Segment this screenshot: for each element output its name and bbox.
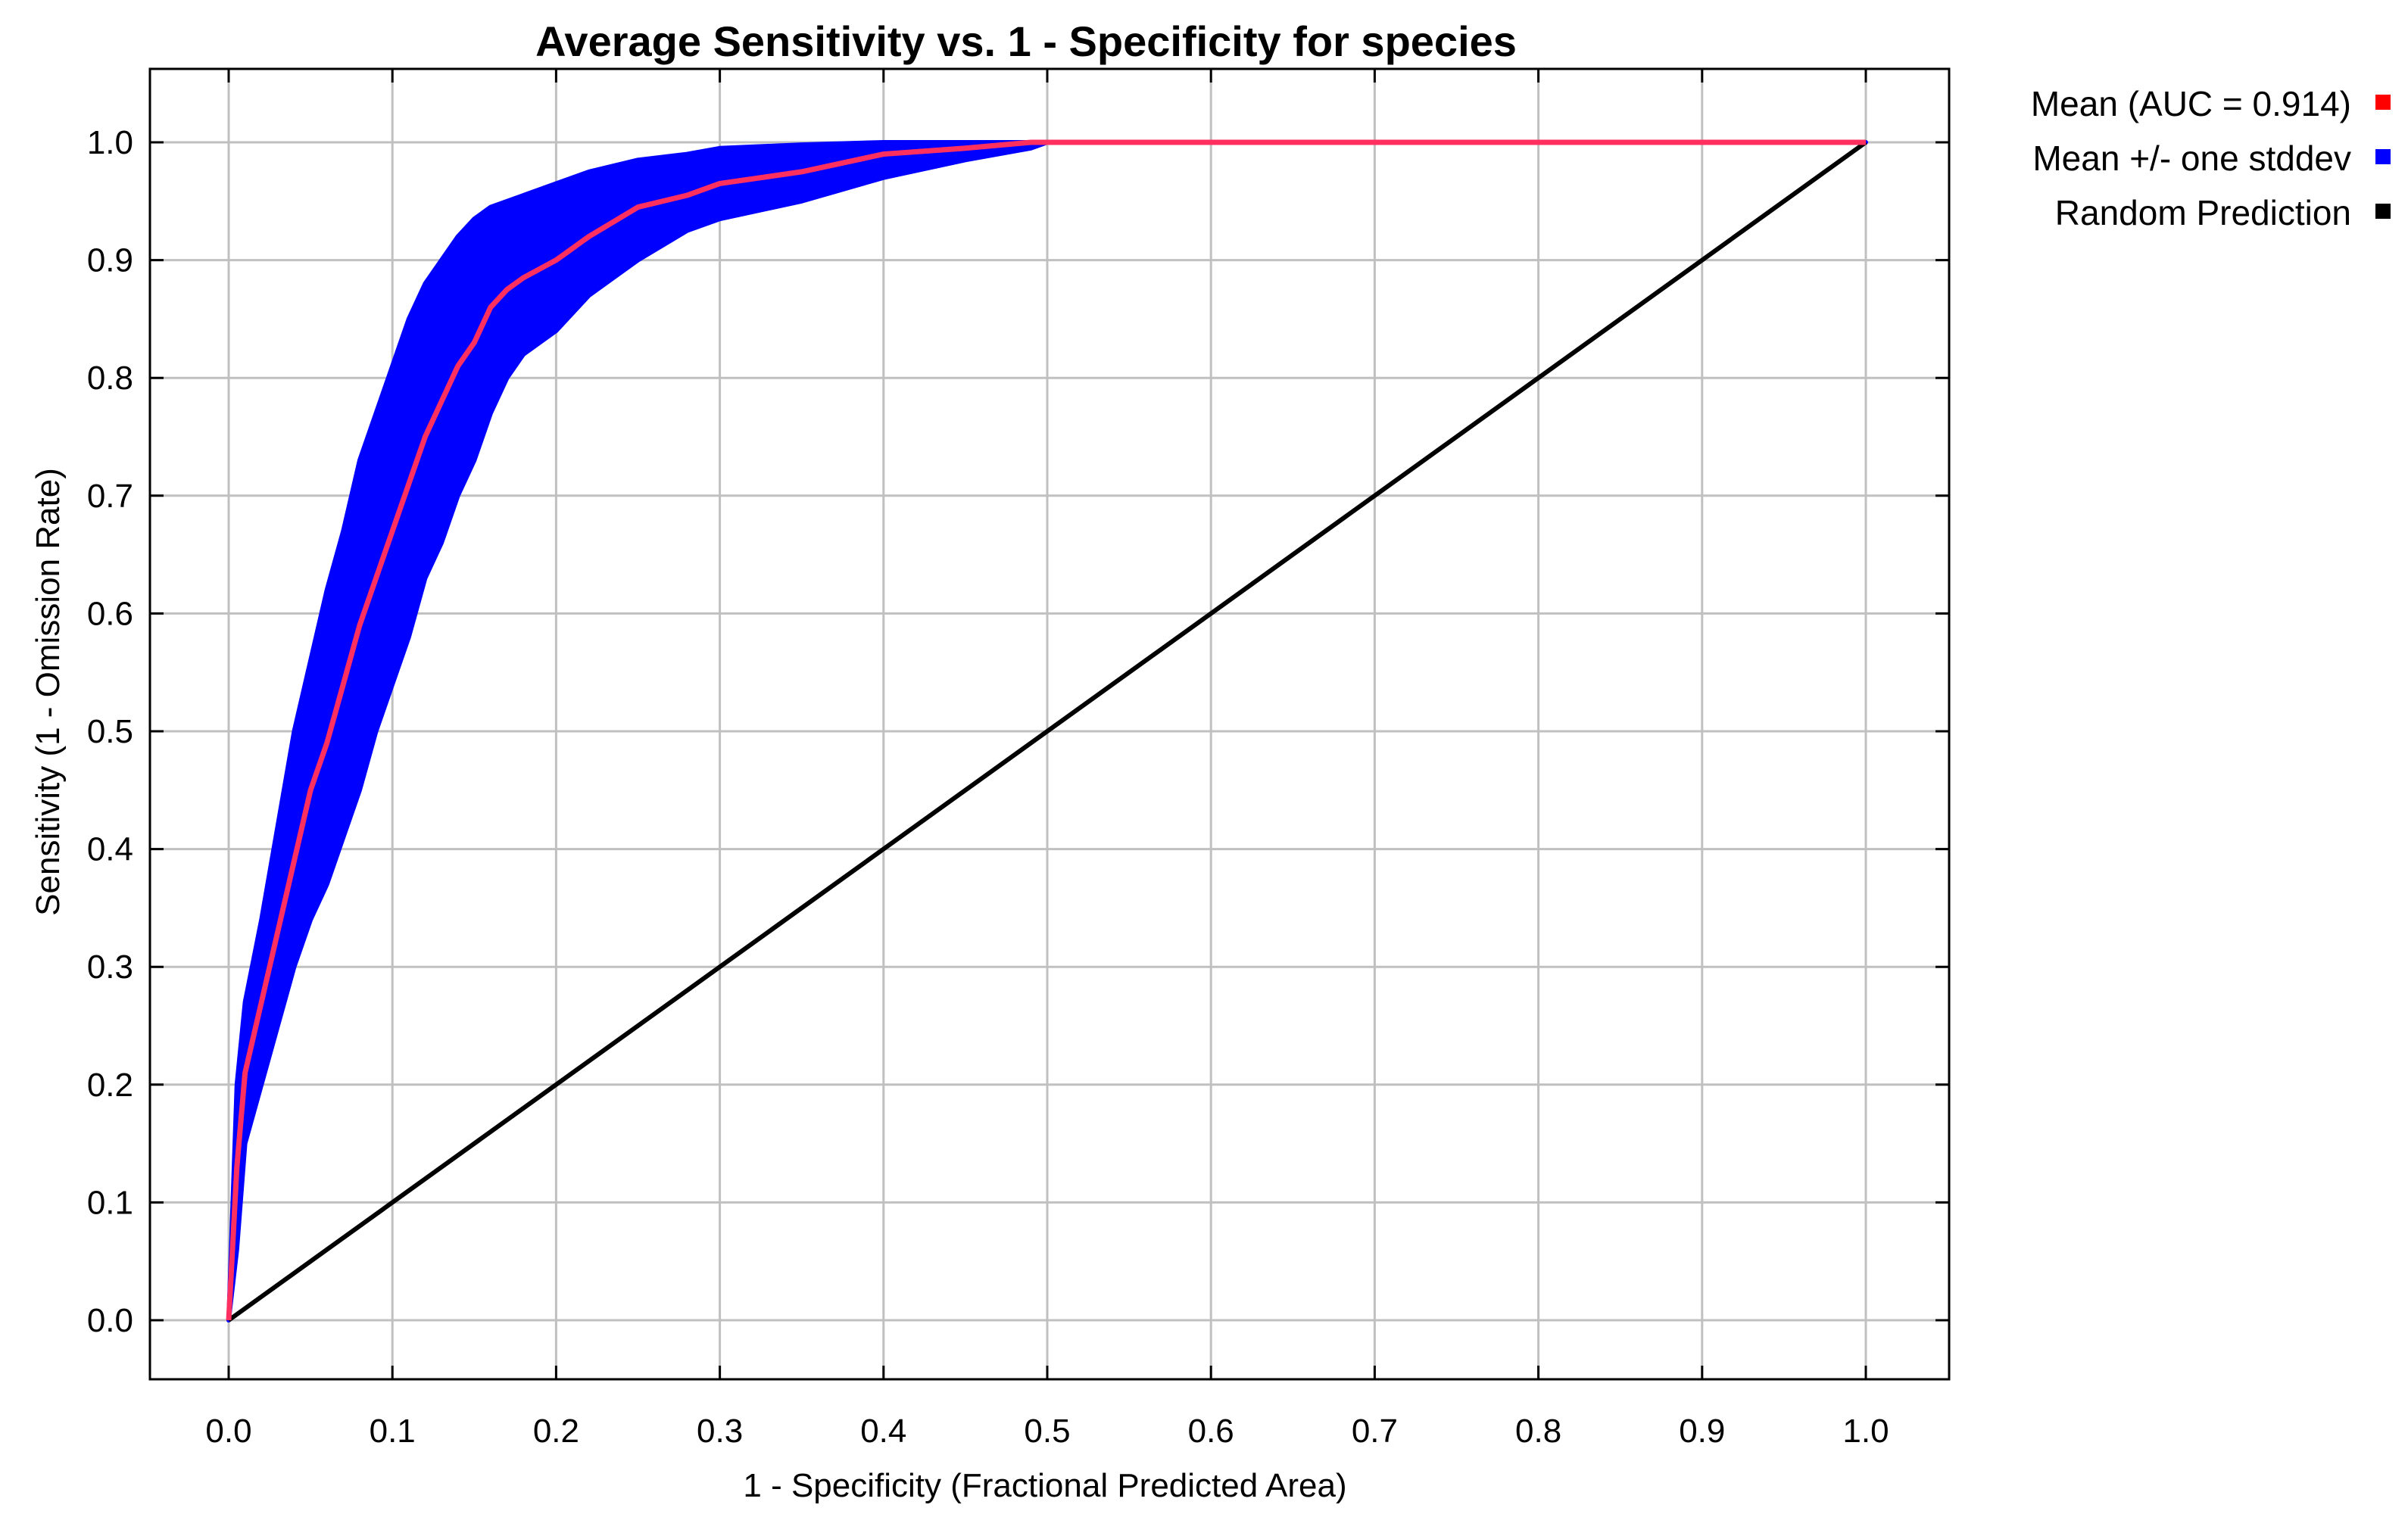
x-tick-label: 0.8 xyxy=(1515,1413,1561,1450)
mean-roc-line xyxy=(226,139,1866,1321)
x-tick-label: 0.5 xyxy=(1024,1413,1070,1450)
legend-label: Mean +/- one stddev xyxy=(2032,139,2351,178)
legend-swatch xyxy=(2375,149,2391,164)
series-line-layer xyxy=(226,139,1867,1322)
y-tick-label: 0.6 xyxy=(87,595,133,632)
tick-layer: 0.0 0.1 0.2 0.3 0.4 0.5 0.6 0.7 0.8 0.9 1.0 0.0 0.1 0… xyxy=(87,69,1949,1450)
legend-label: Mean (AUC = 0.914) xyxy=(2031,84,2351,123)
y-tick-label: 0.7 xyxy=(87,478,133,515)
x-tick-label: 0.0 xyxy=(205,1413,251,1450)
legend-swatch xyxy=(2375,95,2391,110)
y-tick-label: 0.3 xyxy=(87,949,133,986)
y-tick-label: 1.0 xyxy=(87,124,133,161)
x-tick-label: 0.3 xyxy=(697,1413,743,1450)
legend-swatch xyxy=(2375,204,2391,219)
x-tick-label: 0.9 xyxy=(1679,1413,1725,1450)
y-axis-label: Sensitivity (1 - Omission Rate) xyxy=(30,468,67,916)
y-tick-label: 0.5 xyxy=(87,713,133,750)
x-tick-label: 1.0 xyxy=(1842,1413,1889,1450)
legend: Mean (AUC = 0.914) Mean +/- one stddev Ran… xyxy=(2031,84,2391,232)
chart-title: Average Sensitivity vs. 1 - Specificity … xyxy=(535,17,1517,65)
x-tick-label: 0.4 xyxy=(860,1413,906,1450)
x-tick-label: 0.7 xyxy=(1352,1413,1398,1450)
legend-label: Random Prediction xyxy=(2055,193,2351,232)
x-axis-label: 1 - Specificity (Fractional Predicted Ar… xyxy=(743,1467,1346,1504)
plot-frame xyxy=(148,67,1951,1381)
y-tick-label: 0.4 xyxy=(87,831,133,868)
y-tick-label: 0.9 xyxy=(87,242,133,279)
y-tick-label: 0.2 xyxy=(87,1067,133,1104)
y-tick-label: 0.0 xyxy=(87,1302,133,1339)
random-prediction-line xyxy=(227,140,1867,1322)
y-tick-label: 0.8 xyxy=(87,360,133,397)
x-tick-label: 0.6 xyxy=(1188,1413,1234,1450)
x-tick-label: 0.1 xyxy=(370,1413,416,1450)
x-tick-label: 0.2 xyxy=(533,1413,579,1450)
y-tick-label: 0.1 xyxy=(87,1184,133,1221)
